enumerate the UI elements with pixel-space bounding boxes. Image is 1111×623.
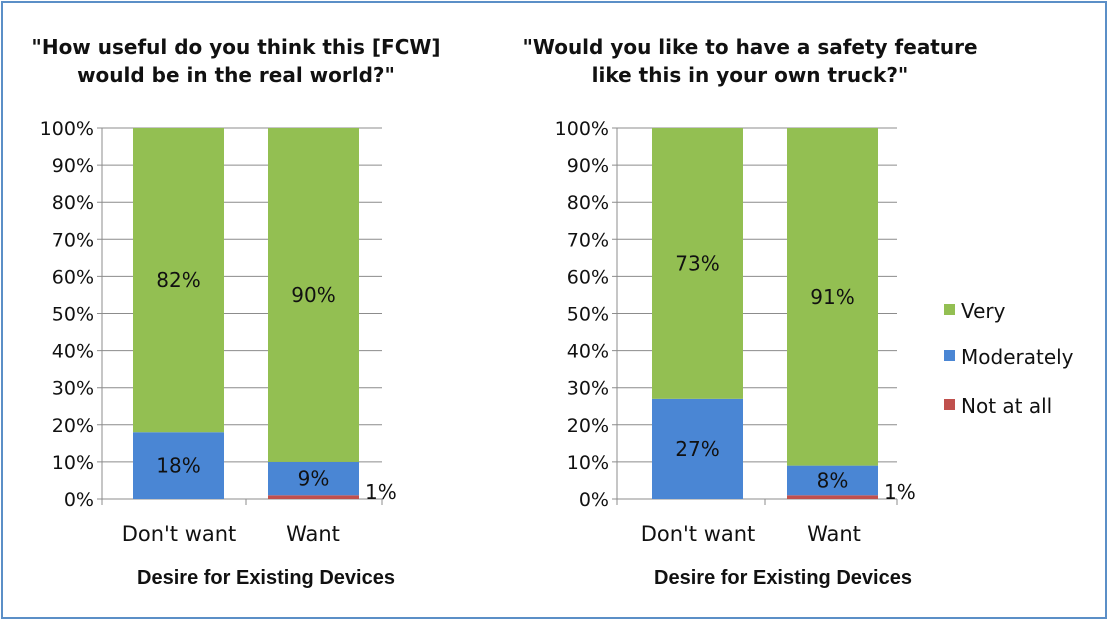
y-tick-label: 100% <box>40 118 94 140</box>
bar-segment <box>268 495 359 499</box>
y-tick-label: 70% <box>52 229 94 251</box>
bar-segment <box>133 432 224 499</box>
y-tick-label: 60% <box>52 266 94 288</box>
y-tick-label: 80% <box>567 192 609 214</box>
y-tick-label: 50% <box>52 304 94 326</box>
chart-title-line: "Would you like to have a safety feature <box>522 35 977 59</box>
legend-swatch <box>944 350 955 361</box>
bar-segment <box>652 398 743 499</box>
y-tick-label: 0% <box>64 489 94 511</box>
data-label: 8% <box>817 468 849 492</box>
x-category-label: Want <box>807 522 861 546</box>
y-tick-label: 30% <box>567 378 609 400</box>
data-label: 9% <box>298 467 330 491</box>
y-tick-label: 80% <box>52 192 94 214</box>
bar-segment <box>268 128 359 462</box>
x-category-label: Want <box>286 522 340 546</box>
y-tick-label: 40% <box>52 341 94 363</box>
y-tick-label: 20% <box>52 415 94 437</box>
x-axis-title: Desire for Existing Devices <box>654 567 912 589</box>
x-category-label: Don't want <box>641 522 756 546</box>
y-tick-label: 40% <box>567 341 609 363</box>
y-tick-label: 90% <box>52 155 94 177</box>
data-label: 90% <box>291 283 335 307</box>
y-tick-label: 10% <box>567 452 609 474</box>
y-tick-label: 0% <box>579 489 609 511</box>
bar-segment <box>133 128 224 433</box>
x-category-label: Don't want <box>122 522 237 546</box>
y-tick-label: 50% <box>567 304 609 326</box>
chart-title-line: "How useful do you think this [FCW] <box>31 35 440 59</box>
bar-segment <box>652 128 743 399</box>
bar-segment <box>787 465 878 496</box>
chart-title-line: like this in your own truck?" <box>592 63 909 87</box>
data-label: 18% <box>156 454 200 478</box>
bar-segment <box>268 461 359 496</box>
bar-segment <box>787 128 878 466</box>
legend-swatch <box>944 304 955 315</box>
legend-label: Moderately <box>961 345 1074 369</box>
data-label: 91% <box>810 285 854 309</box>
data-label: 27% <box>675 437 719 461</box>
bar-segment <box>787 495 878 499</box>
y-tick-label: 70% <box>567 229 609 251</box>
y-tick-label: 90% <box>567 155 609 177</box>
chart-title-line: would be in the real world?" <box>77 63 395 87</box>
data-label: 82% <box>156 268 200 292</box>
legend-swatch <box>944 399 955 410</box>
legend-label: Very <box>961 299 1006 323</box>
y-tick-label: 30% <box>52 378 94 400</box>
legend-label: Not at all <box>961 394 1052 418</box>
y-tick-label: 60% <box>567 266 609 288</box>
data-label: 73% <box>675 251 719 275</box>
x-axis-title: Desire for Existing Devices <box>137 567 395 589</box>
data-label: 1% <box>884 480 916 504</box>
data-label: 1% <box>365 480 397 504</box>
y-tick-label: 100% <box>555 118 609 140</box>
y-tick-label: 10% <box>52 452 94 474</box>
y-tick-label: 20% <box>567 415 609 437</box>
